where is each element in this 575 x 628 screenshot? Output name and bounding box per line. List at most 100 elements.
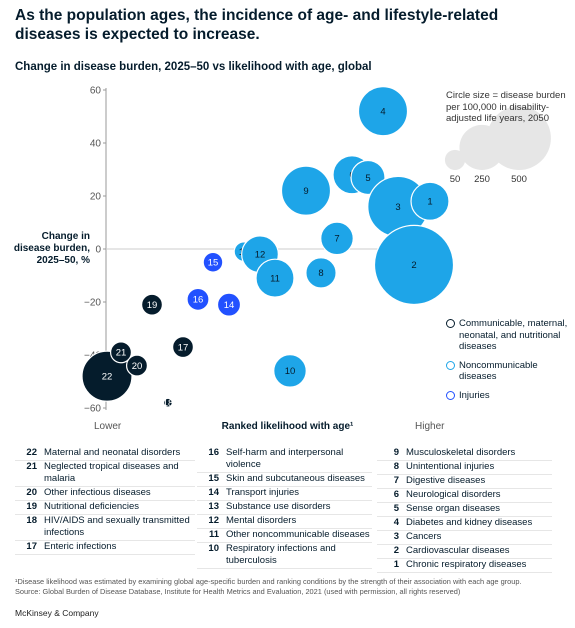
bubble-circle [273, 354, 307, 388]
key-row: 5 Sense organ diseases [377, 503, 552, 517]
key-label: Substance use disorders [226, 501, 331, 512]
key-label: Cancers [406, 531, 442, 542]
key-label: Transport injuries [226, 487, 300, 498]
key-number: 3 [393, 531, 399, 542]
size-legend-note: Circle size = disease burden per 100,000… [446, 90, 566, 124]
key-row: 15 Skin and subcutaneous diseases [197, 473, 372, 487]
key-number: 8 [393, 461, 399, 472]
bubble-label: 10 [285, 366, 296, 377]
bubble-circle [233, 241, 255, 263]
key-number: 22 [26, 447, 37, 458]
key-column-2: 16 Self-harm and interpersonal violence 15… [197, 447, 372, 569]
legend-label-injuries: Injuries [459, 389, 490, 401]
key-number: 11 [208, 529, 219, 540]
key-row: 14 Transport injuries [197, 487, 372, 501]
legend-swatch-communicable [446, 319, 455, 328]
bubble-circle [186, 287, 210, 311]
key-number: 1 [393, 559, 399, 570]
bubble-label: 3 [395, 202, 400, 213]
y-tick-label: −40 [84, 351, 101, 362]
key-number: 14 [208, 487, 219, 498]
bubble-label: 22 [102, 372, 113, 383]
key-number: 15 [208, 473, 219, 484]
bubble-label: 2 [411, 260, 416, 271]
key-row: 22 Maternal and neonatal disorders [15, 447, 195, 461]
key-label: Cardiovascular diseases [406, 545, 510, 556]
bubble-circle [81, 350, 133, 402]
bubble-6: 6 [332, 155, 372, 195]
bubble-3: 3 [367, 175, 429, 238]
brand-logo-text: McKinsey & Company [15, 608, 99, 618]
footnote: ¹Disease likelihood was estimated by exa… [15, 577, 570, 596]
key-row: 8 Unintentional injuries [377, 461, 552, 475]
bubble-1: 1 [410, 181, 450, 221]
bubble-label: 19 [147, 300, 158, 311]
key-number: 9 [393, 447, 399, 458]
bubble-circle [255, 258, 295, 298]
y-tick-label: 60 [90, 86, 102, 97]
key-number: 10 [208, 543, 219, 554]
key-label: Other noncommunicable diseases [226, 529, 370, 540]
bubble-label: 14 [224, 300, 235, 311]
bubble-label: 21 [116, 348, 127, 359]
bubble-21: 21 [110, 341, 132, 364]
bubble-circle [110, 341, 132, 364]
bubble-label: 5 [365, 173, 370, 184]
bubble-label: 8 [318, 268, 323, 279]
key-row: 21 Neglected tropical diseases and malari… [15, 461, 195, 487]
size-legend-label: 50 [450, 174, 461, 185]
key-label: Other infectious diseases [44, 487, 151, 498]
key-column-1: 22 Maternal and neonatal disorders 21 Negle… [15, 447, 195, 555]
y-tick-label: −60 [84, 404, 101, 415]
legend-label-communicable: Communicable, maternal, neonatal, and nu… [459, 318, 568, 352]
bubble-2: 2 [373, 224, 455, 306]
bubble-22: 22 [81, 350, 133, 402]
legend-item-communicable: Communicable, maternal, neonatal, and nu… [446, 318, 571, 353]
key-label: Unintentional injuries [406, 461, 495, 472]
x-axis-label: Ranked likelihood with age¹ [221, 421, 354, 432]
key-row: 7 Digestive diseases [377, 475, 552, 489]
y-tick-label: −20 [84, 298, 101, 309]
bubble-7: 7 [320, 221, 354, 256]
bubble-5: 5 [350, 159, 386, 196]
key-row: 13 Substance use disorders [197, 501, 372, 515]
bubble-8: 8 [305, 257, 337, 289]
bubble-14: 14 [216, 292, 242, 317]
y-tick-label: 20 [90, 192, 102, 203]
bubble-circle [141, 293, 163, 316]
key-label: Diabetes and kidney diseases [406, 517, 533, 528]
key-number: 16 [208, 447, 219, 458]
key-label: Respiratory infections and tuberculosis [226, 543, 336, 566]
key-number: 20 [26, 487, 37, 498]
bubble-circle [350, 159, 386, 196]
bubble-label: 6 [349, 170, 354, 181]
key-label: Sense organ diseases [406, 503, 501, 514]
key-number: 13 [208, 501, 219, 512]
color-legend: Communicable, maternal, neonatal, and nu… [446, 318, 571, 408]
key-row: 9 Musculoskeletal disorders [377, 447, 552, 461]
bubble-circle [410, 181, 450, 221]
key-label: HIV/AIDS and sexually transmitted infect… [44, 515, 190, 538]
key-label: Musculoskeletal disorders [406, 447, 516, 458]
legend-swatch-noncommunicable [446, 360, 455, 370]
key-row: 12 Mental disorders [197, 515, 372, 529]
key-label: Enteric infections [44, 541, 117, 552]
key-label: Self-harm and interpersonal violence [226, 447, 344, 470]
bubble-9: 9 [280, 165, 332, 216]
key-number: 18 [26, 515, 37, 526]
y-tick-label: 0 [95, 245, 101, 256]
bubble-12: 12 [241, 235, 279, 274]
x-axis-high-label: Higher [415, 421, 445, 432]
legend-swatch-injuries [446, 390, 455, 400]
key-number: 7 [393, 475, 399, 486]
bubble-circle [357, 86, 409, 137]
bubble-circle [373, 224, 455, 306]
bubble-label: 7 [334, 234, 339, 245]
footnote-text: ¹Disease likelihood was estimated by exa… [15, 577, 522, 586]
key-label: Digestive diseases [406, 475, 486, 486]
bubble-label: 20 [132, 361, 143, 372]
bubble-circle [163, 397, 173, 408]
bubble-circle [332, 155, 372, 195]
key-number: 19 [26, 501, 37, 512]
bubble-circle [305, 257, 337, 289]
